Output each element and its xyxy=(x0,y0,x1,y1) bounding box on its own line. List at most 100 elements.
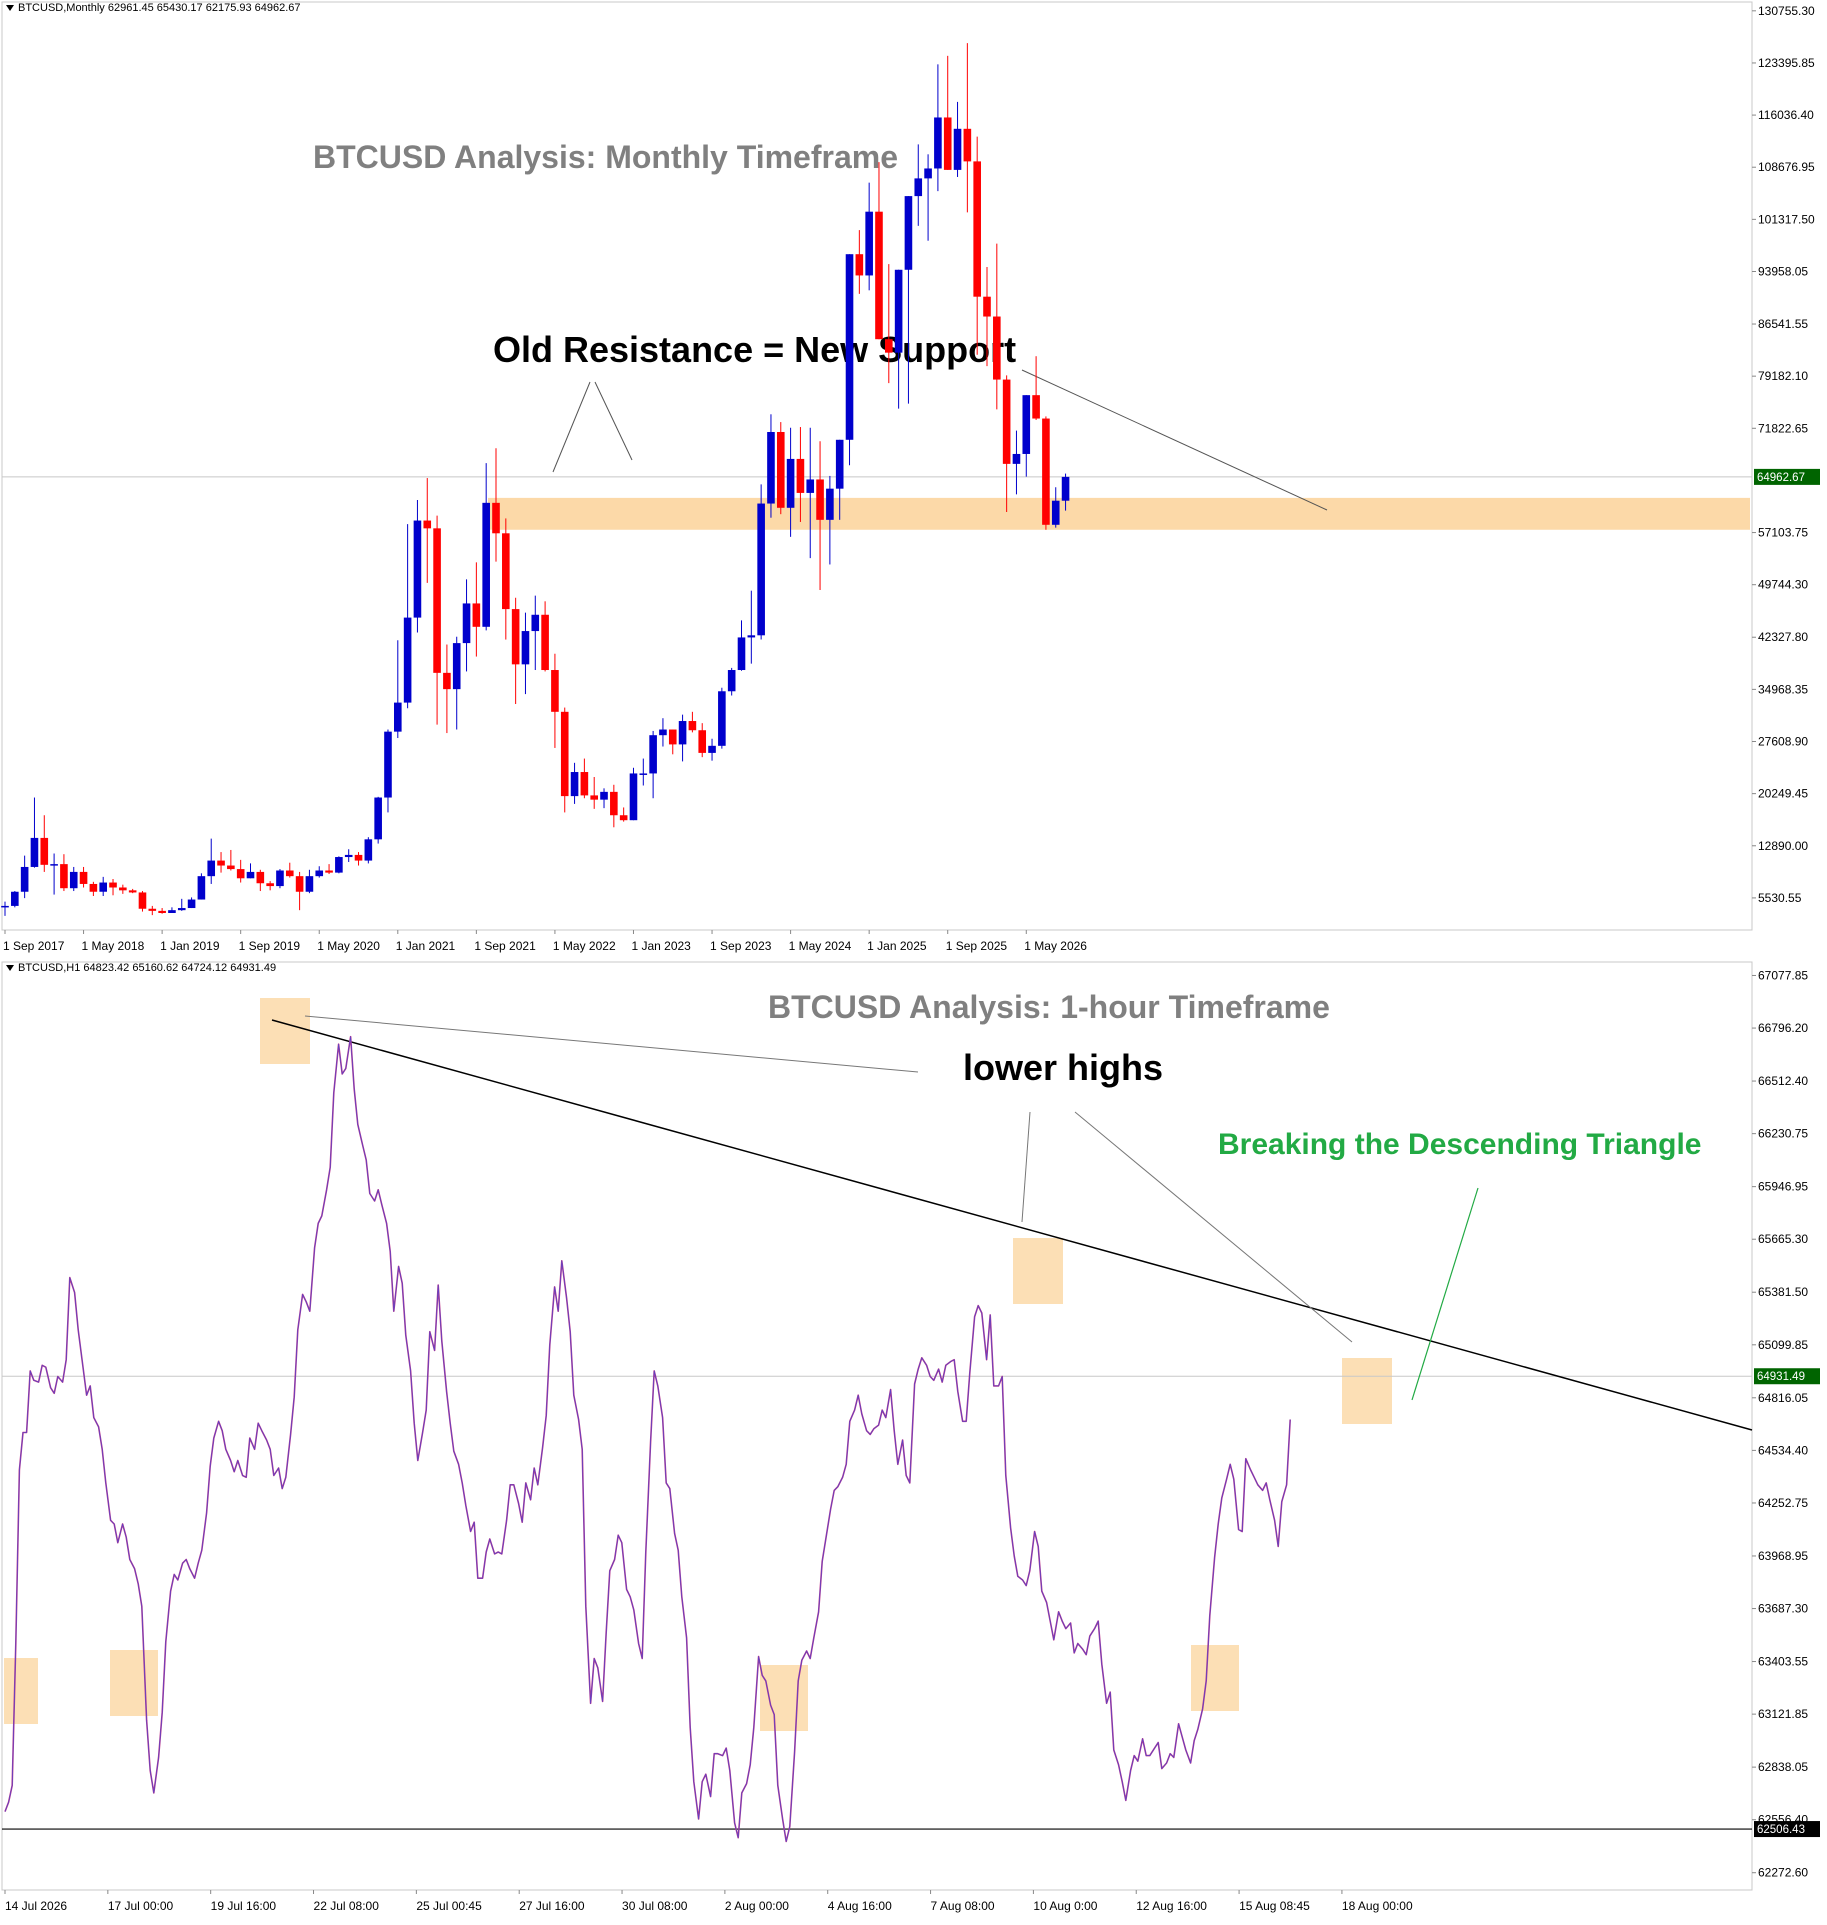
monthly-chart-panel: BTCUSD,Monthly 62961.45 65430.17 62175.9… xyxy=(0,0,1827,960)
y-tick-label: 79182.10 xyxy=(1758,369,1808,383)
y-tick-label: 64534.40 xyxy=(1758,1443,1808,1457)
candle-body xyxy=(698,730,707,753)
candle-body xyxy=(217,860,225,866)
candle-body xyxy=(1022,395,1031,454)
annotation-pointer xyxy=(594,381,633,461)
candle-body xyxy=(128,890,137,893)
candle-body xyxy=(776,431,785,508)
candle-body xyxy=(1032,395,1040,419)
support-zone xyxy=(488,497,1750,530)
candle-body xyxy=(875,211,883,340)
x-tick-label: 1 Sep 2025 xyxy=(946,939,1008,953)
candle-body xyxy=(452,643,461,690)
x-tick-label: 12 Aug 16:00 xyxy=(1136,1899,1207,1913)
candle-body xyxy=(384,731,392,798)
candle-body xyxy=(1061,476,1070,501)
candle-body xyxy=(168,910,176,913)
x-tick-label: 1 May 2026 xyxy=(1024,939,1087,953)
y-tick-label: 65946.95 xyxy=(1758,1180,1808,1194)
candle-body xyxy=(580,772,589,796)
x-tick-label: 1 May 2020 xyxy=(317,939,380,953)
x-tick-label: 4 Aug 16:00 xyxy=(828,1899,892,1913)
x-tick-label: 1 Sep 2021 xyxy=(474,939,536,953)
x-tick-label: 1 Sep 2017 xyxy=(3,939,65,953)
candle-body xyxy=(148,908,157,911)
y-tick-label: 27608.90 xyxy=(1758,735,1808,749)
y-tick-label: 64252.75 xyxy=(1758,1496,1808,1510)
candle-body xyxy=(482,502,490,627)
candle-body xyxy=(285,870,294,877)
collapse-triangle-icon[interactable] xyxy=(6,965,14,971)
candle-body xyxy=(963,128,972,162)
candle-body xyxy=(236,869,245,879)
candle-body xyxy=(246,871,255,879)
x-tick-label: 1 May 2018 xyxy=(82,939,145,953)
candle-body xyxy=(708,745,716,753)
candle-body xyxy=(60,864,68,889)
collapse-triangle-icon[interactable] xyxy=(6,5,14,11)
x-tick-label: 1 Jan 2025 xyxy=(867,939,927,953)
candle-body xyxy=(266,883,274,887)
candle-body xyxy=(305,876,314,892)
x-tick-label: 22 Jul 08:00 xyxy=(314,1899,380,1913)
candle-body xyxy=(502,533,510,610)
y-tick-label: 130755.30 xyxy=(1758,4,1815,18)
candle-body xyxy=(79,871,88,884)
candle-body xyxy=(462,603,471,644)
candle-body xyxy=(177,908,186,911)
candle-body xyxy=(894,269,903,353)
y-tick-label: 65099.85 xyxy=(1758,1338,1808,1352)
candle-body xyxy=(11,891,19,906)
candle-body xyxy=(276,870,284,887)
y-tick-label: 63968.95 xyxy=(1758,1549,1808,1563)
candle-body xyxy=(109,882,117,888)
h1-chart-panel: BTCUSD,H1 64823.42 65160.62 64724.12 649… xyxy=(0,960,1827,1920)
descending-trendline xyxy=(271,1019,1753,1431)
y-tick-label: 62838.05 xyxy=(1758,1760,1808,1774)
candle-body xyxy=(295,876,304,892)
y-tick-label: 64816.05 xyxy=(1758,1391,1808,1405)
x-tick-label: 1 Jan 2023 xyxy=(631,939,691,953)
x-tick-label: 30 Jul 08:00 xyxy=(622,1899,688,1913)
candle-body xyxy=(619,815,628,821)
candle-body xyxy=(325,870,333,873)
annotation-pointer xyxy=(304,1015,919,1073)
candle-body xyxy=(20,866,29,892)
candle-body xyxy=(668,729,677,745)
candle-body xyxy=(492,502,500,534)
candle-body xyxy=(521,631,530,665)
x-tick-label: 14 Jul 2026 xyxy=(5,1899,67,1913)
y-tick-label: 108676.95 xyxy=(1758,160,1815,174)
candle-body xyxy=(560,711,569,797)
candle-body xyxy=(826,488,834,520)
candle-body xyxy=(89,883,98,892)
x-tick-label: 1 May 2022 xyxy=(553,939,616,953)
highlight-box xyxy=(110,1650,158,1716)
candle-body xyxy=(354,854,363,861)
candle-body xyxy=(531,614,540,632)
candle-body xyxy=(688,721,697,731)
candle-body xyxy=(472,603,481,627)
candle-body xyxy=(767,431,775,504)
x-tick-label: 1 Sep 2023 xyxy=(710,939,772,953)
candle-body xyxy=(816,479,824,520)
y-tick-label: 93958.05 xyxy=(1758,264,1808,278)
candle-body xyxy=(649,735,657,774)
x-tick-label: 1 Sep 2019 xyxy=(239,939,301,953)
candle-body xyxy=(394,702,402,732)
x-tick-label: 7 Aug 08:00 xyxy=(931,1899,995,1913)
y-tick-label: 5530.55 xyxy=(1758,891,1802,905)
annotation-pointer xyxy=(1411,1187,1479,1401)
y-tick-label: 64931.49 xyxy=(1757,1371,1805,1383)
x-tick-label: 10 Aug 0:00 xyxy=(1033,1899,1097,1913)
candle-body xyxy=(364,839,373,861)
candle-body xyxy=(924,168,932,179)
candle-body xyxy=(413,520,422,618)
y-tick-label: 42327.80 xyxy=(1758,630,1808,644)
candle-body xyxy=(227,865,235,870)
candle-body xyxy=(344,854,353,858)
y-tick-label: 63687.30 xyxy=(1758,1602,1808,1616)
x-tick-label: 17 Jul 00:00 xyxy=(108,1899,174,1913)
candle-body xyxy=(845,254,854,440)
candle-body xyxy=(600,791,608,800)
